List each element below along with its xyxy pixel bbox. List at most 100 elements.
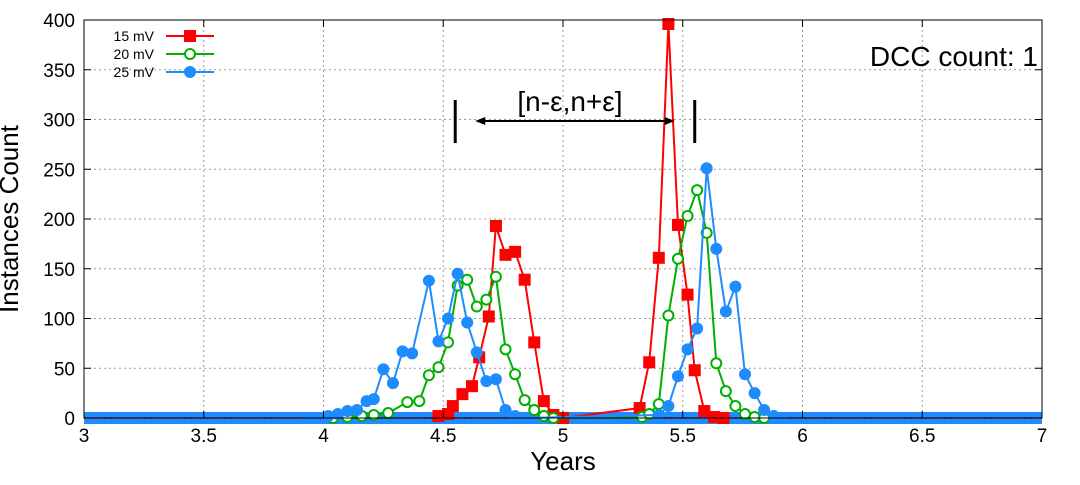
data-point — [461, 273, 474, 286]
y-tick-label: 0 — [64, 409, 75, 430]
data-point — [422, 369, 435, 382]
data-point — [518, 273, 531, 286]
data-point — [681, 343, 694, 356]
data-point — [652, 398, 665, 411]
data-point — [643, 356, 656, 369]
interval-label: [n-ε,n+ε] — [517, 86, 622, 117]
y-tick-label: 250 — [43, 160, 75, 181]
x-tick-label: 7 — [1037, 426, 1048, 447]
x-tick-label: 5 — [558, 426, 569, 447]
data-point — [499, 248, 512, 261]
data-point — [688, 364, 701, 377]
data-point — [470, 346, 483, 359]
data-point — [401, 396, 414, 409]
series-line — [311, 168, 784, 420]
dcc-count-label: DCC count: 1 — [870, 41, 1038, 72]
data-point — [528, 404, 541, 417]
data-point — [396, 345, 409, 358]
data-point — [671, 370, 684, 383]
data-point — [499, 404, 512, 417]
data-point — [671, 218, 684, 231]
data-point — [758, 404, 771, 417]
data-point — [729, 400, 742, 413]
data-point — [698, 405, 711, 418]
data-point — [719, 305, 732, 318]
data-point — [707, 411, 720, 424]
data-point — [710, 357, 723, 370]
data-point — [367, 409, 380, 422]
data-point — [386, 377, 399, 390]
data-point — [499, 343, 512, 356]
series-0 — [432, 17, 730, 424]
data-point — [456, 388, 469, 401]
data-point — [681, 288, 694, 301]
data-point — [537, 410, 550, 423]
legend-item: 20 mV — [114, 46, 214, 62]
axis-ticks: 3 3.5 4 4.5 5 5.5 6 6.5 7 0 50 100 150 200 250 300 350 40… — [43, 11, 1047, 447]
data-point — [422, 274, 435, 287]
legend-marker — [184, 66, 196, 78]
data-point — [413, 395, 426, 408]
data-point — [451, 267, 464, 280]
data-point — [739, 368, 752, 381]
data-point — [652, 409, 665, 422]
data-point — [461, 316, 474, 329]
y-tick-label: 300 — [43, 111, 75, 132]
plot-frame — [83, 19, 1043, 419]
data-point — [509, 410, 522, 423]
data-point — [509, 368, 522, 381]
series-group — [305, 17, 790, 424]
y-axis-title: Instances Count — [0, 124, 24, 313]
data-point — [700, 162, 713, 175]
annotations: DCC count: 1 [n-ε,n+ε] — [453, 41, 1038, 143]
series-2 — [305, 162, 790, 424]
data-point — [322, 410, 335, 423]
data-point — [489, 270, 502, 283]
data-point — [767, 410, 780, 423]
data-point — [470, 300, 483, 313]
x-tick-label: 6.5 — [909, 426, 935, 447]
data-point — [748, 387, 761, 400]
x-axis-title: Years — [530, 446, 596, 476]
data-point — [528, 336, 541, 349]
data-point — [681, 210, 694, 223]
data-point — [341, 405, 354, 418]
data-point — [377, 363, 390, 376]
data-point — [465, 380, 478, 393]
y-tick-label: 50 — [54, 359, 75, 380]
y-tick-label: 400 — [43, 11, 75, 32]
data-point — [518, 394, 531, 407]
data-point — [406, 347, 419, 360]
data-point — [432, 361, 445, 374]
x-tick-label: 4.5 — [430, 426, 456, 447]
x-tick-label: 3 — [79, 426, 90, 447]
data-point — [482, 310, 495, 323]
data-point — [691, 322, 704, 335]
x-tick-label: 6 — [797, 426, 808, 447]
legend-item: 15 mV — [114, 28, 214, 44]
data-point — [710, 242, 723, 255]
y-tick-label: 150 — [43, 260, 75, 281]
data-point — [489, 219, 502, 232]
legend-marker — [184, 48, 196, 60]
data-point — [509, 245, 522, 258]
legend-marker — [184, 30, 196, 42]
data-point — [367, 393, 380, 406]
data-point — [351, 404, 364, 417]
data-point — [331, 408, 344, 421]
data-point — [480, 293, 493, 306]
data-point — [382, 407, 395, 420]
data-point — [671, 252, 684, 265]
data-point — [652, 251, 665, 264]
x-tick-label: 5.5 — [670, 426, 696, 447]
data-point — [537, 395, 550, 408]
legend-label: 25 mV — [114, 64, 155, 80]
data-point — [442, 336, 455, 349]
grid — [84, 20, 1042, 418]
data-point — [432, 410, 445, 423]
y-tick-label: 350 — [43, 61, 75, 82]
data-point — [432, 335, 445, 348]
legend: 15 mV 20 mV 25 mV — [114, 28, 214, 80]
data-point — [662, 17, 675, 30]
